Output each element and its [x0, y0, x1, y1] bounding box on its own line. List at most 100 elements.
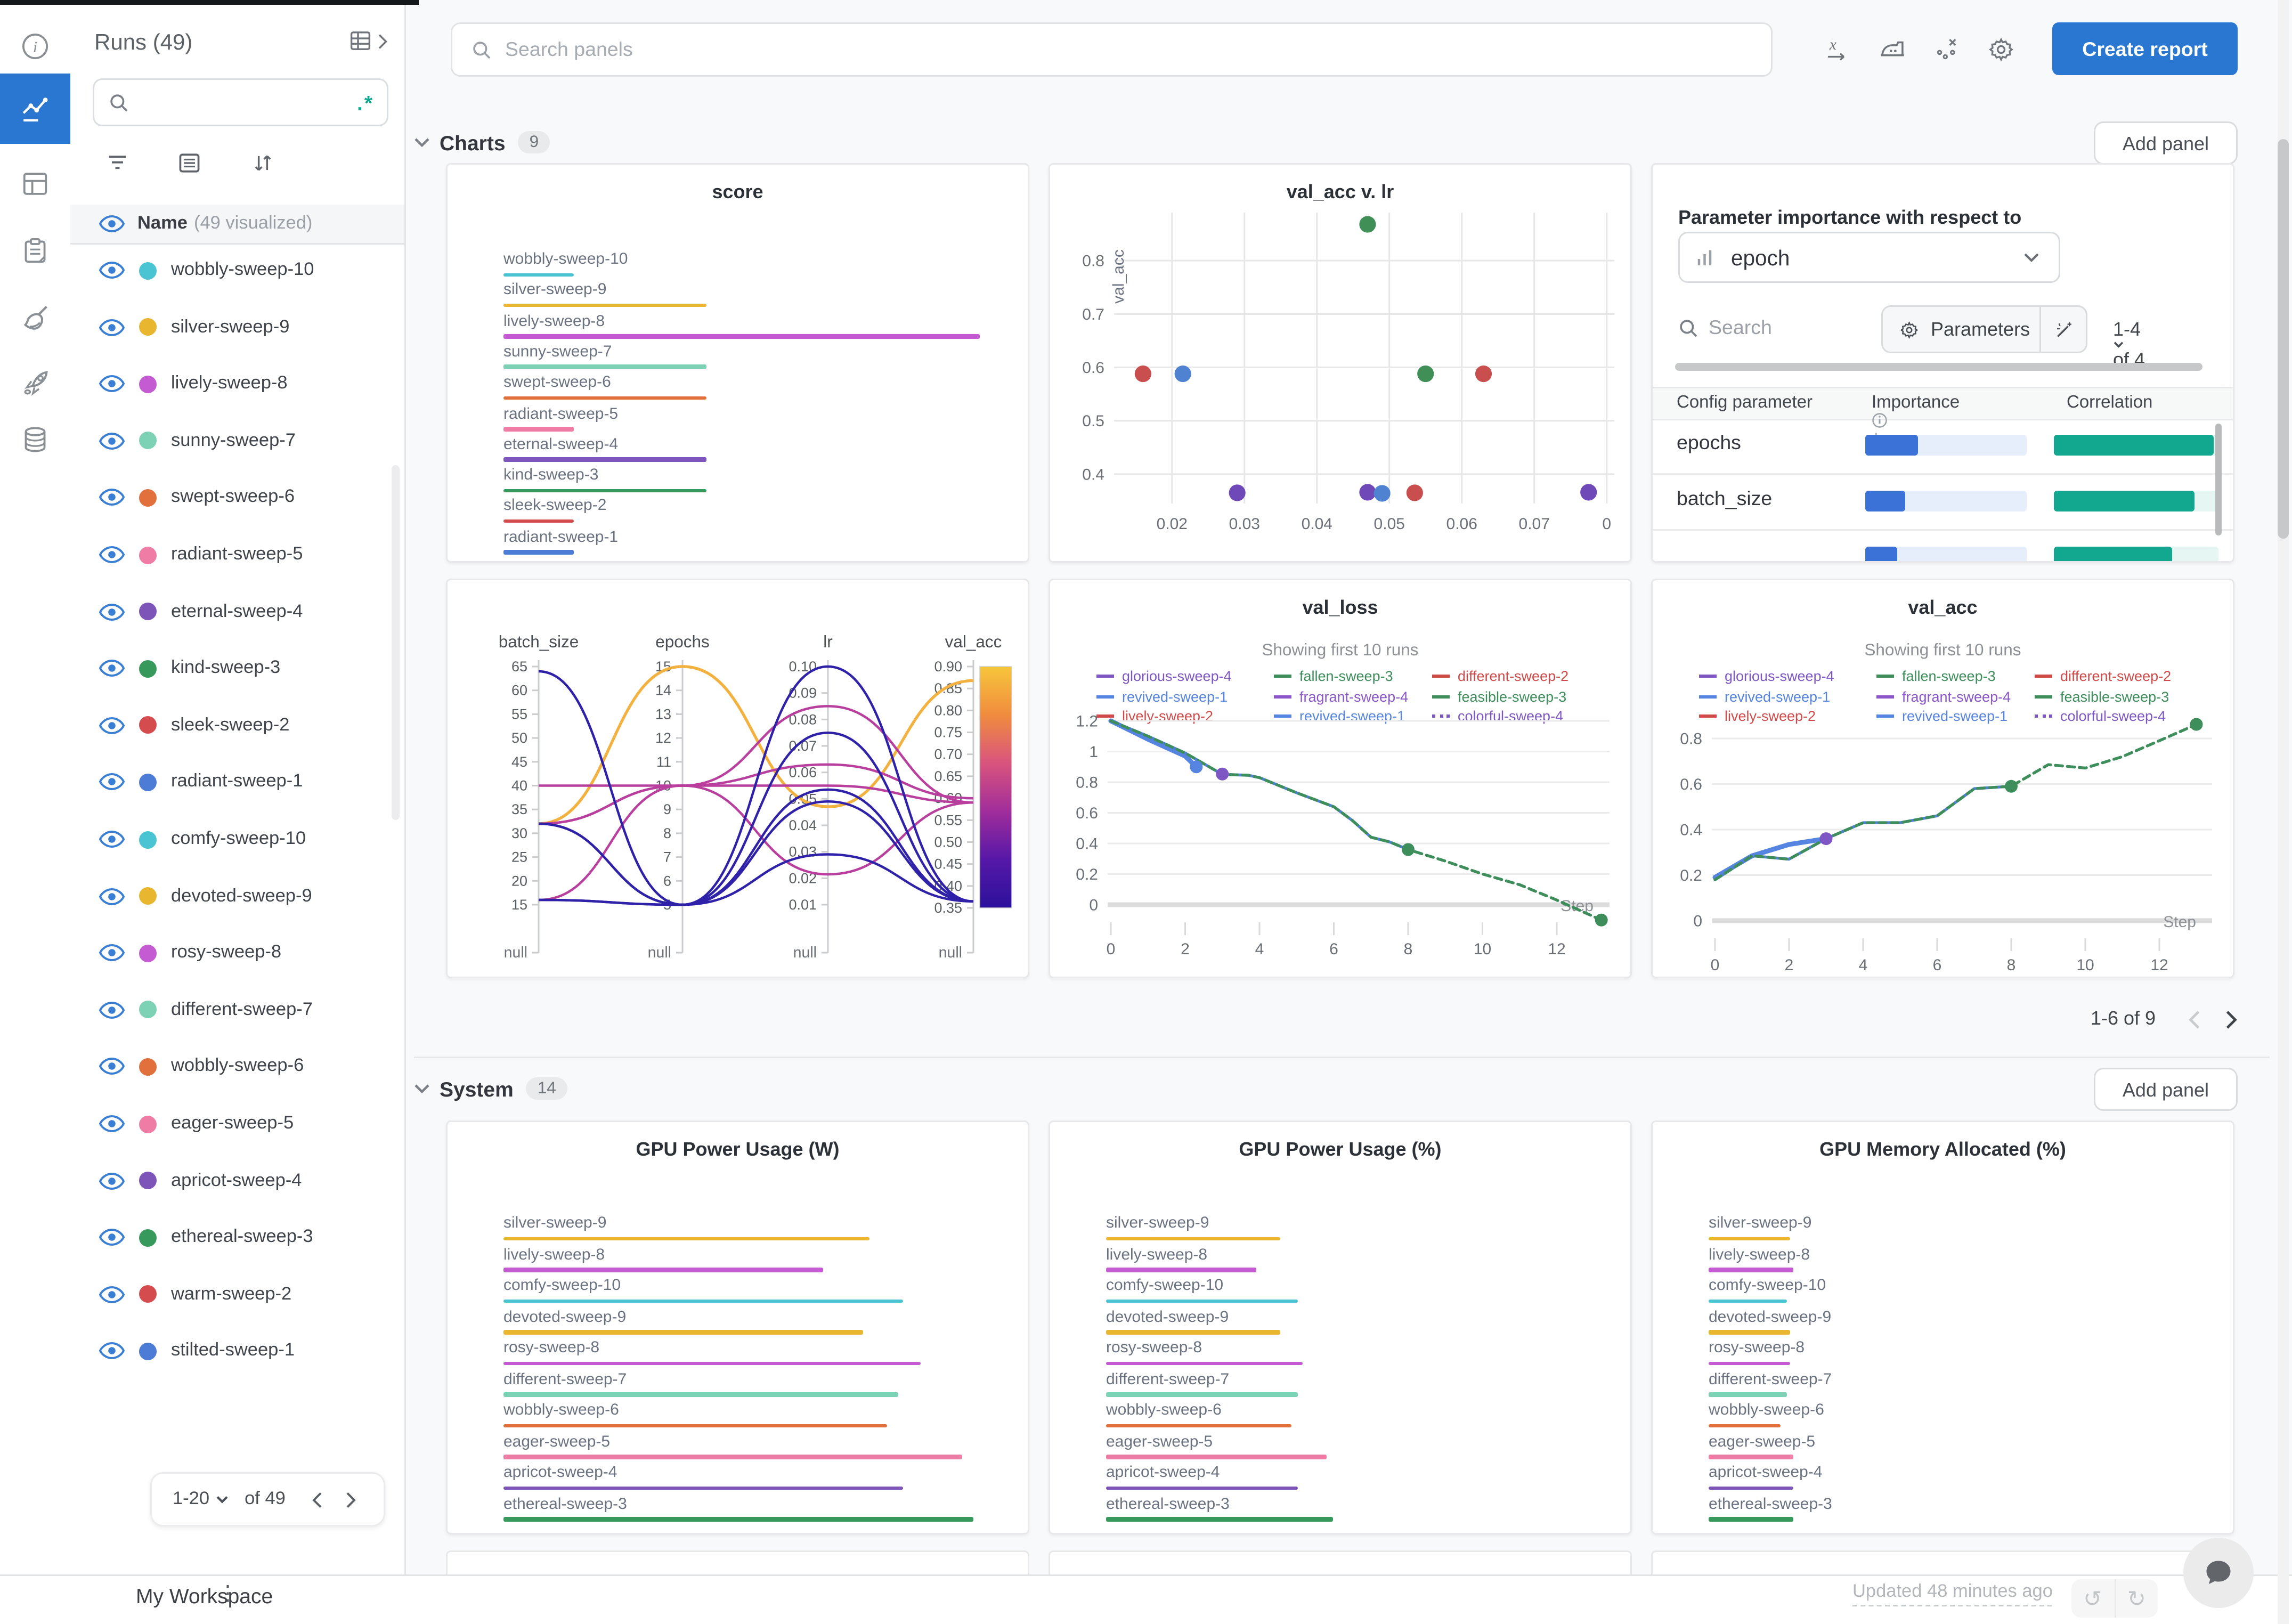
logs-clipboard-icon[interactable]	[0, 224, 70, 278]
run-row[interactable]: eternal-sweep-4	[70, 584, 404, 639]
smoothing-iron-icon[interactable]	[1878, 35, 1907, 64]
visibility-eye-icon[interactable]	[99, 375, 125, 394]
panel-parameter_importance[interactable]: Parameter importance with respect to epoc…	[1651, 163, 2234, 563]
param-hscrollbar[interactable]	[1675, 363, 2202, 371]
launch-rocket-icon[interactable]	[0, 355, 70, 409]
run-row[interactable]: different-sweep-7	[70, 982, 404, 1037]
visibility-eye-icon[interactable]	[99, 1285, 125, 1304]
runs-page-range[interactable]: 1-20	[173, 1490, 210, 1509]
visibility-eye-icon[interactable]	[99, 488, 125, 507]
panel-search-box[interactable]	[451, 22, 1773, 77]
page-scrollbar-thumb[interactable]	[2278, 139, 2289, 539]
visibility-eye-icon[interactable]	[99, 545, 125, 564]
sweeps-brush-icon[interactable]	[0, 289, 70, 344]
visibility-eye-icon[interactable]	[99, 659, 125, 678]
runs-table-icon[interactable]	[0, 157, 70, 211]
visibility-eye-icon[interactable]	[99, 1114, 125, 1133]
col-config-parameter[interactable]: Config parameter	[1677, 393, 1813, 412]
system-section-header[interactable]: System 14	[414, 1068, 567, 1109]
charts-section-header[interactable]: Charts 9	[414, 121, 550, 163]
visibility-eye-icon[interactable]	[99, 1171, 125, 1190]
panel-val_acc_v_lr[interactable]: val_acc v. lr 0.02 0.03 0.04 0.05 0.06 0.07 0 0.…	[1049, 163, 1632, 563]
panel-val_loss[interactable]: val_loss Showing first 10 runs glorious-sw…	[1049, 579, 1632, 978]
visibility-eye-icon[interactable]	[99, 1057, 125, 1076]
run-row[interactable]: comfy-sweep-10	[70, 812, 404, 866]
workspace-charts-tab[interactable]	[0, 74, 70, 144]
visibility-eye-icon[interactable]	[99, 944, 125, 963]
run-row[interactable]: wobbly-sweep-6	[70, 1040, 404, 1094]
chat-bubble-button[interactable]	[2183, 1538, 2254, 1608]
run-row[interactable]: sunny-sweep-7	[70, 413, 404, 468]
run-row[interactable]: warm-sweep-2	[70, 1267, 404, 1321]
run-row[interactable]: eager-sweep-5	[70, 1097, 404, 1151]
visibility-eye-icon[interactable]	[99, 261, 125, 280]
visibility-eye-icon[interactable]	[99, 830, 125, 849]
panel-score[interactable]: score wobbly-sweep-10 silver-sweep-9 lively…	[446, 163, 1029, 563]
run-row[interactable]: wobbly-sweep-10	[70, 243, 404, 297]
run-row[interactable]: kind-sweep-3	[70, 642, 404, 696]
run-row[interactable]: lively-sweep-8	[70, 357, 404, 411]
run-row[interactable]: radiant-sweep-5	[70, 527, 404, 582]
info-icon[interactable]: i	[0, 19, 70, 74]
panel-gpu_power_pct[interactable]: GPU Power Usage (%) silver-sweep-9 lively-…	[1049, 1120, 1632, 1534]
run-row[interactable]: ethereal-sweep-3	[70, 1211, 404, 1265]
visibility-eye-icon[interactable]	[99, 716, 125, 735]
parameters-button[interactable]: Parameters	[1881, 305, 2087, 353]
run-row[interactable]: rosy-sweep-8	[70, 926, 404, 980]
param-vscrollbar-thumb[interactable]	[2215, 424, 2222, 535]
prev-page-icon[interactable]	[311, 1491, 322, 1508]
page-scrollbar[interactable]	[2278, 0, 2289, 1624]
redo-icon[interactable]: ↻	[2114, 1579, 2158, 1618]
run-row[interactable]: silver-sweep-9	[70, 300, 404, 354]
run-row[interactable]: radiant-sweep-1	[70, 755, 404, 809]
sort-icon[interactable]	[251, 152, 275, 174]
artifacts-database-icon[interactable]	[0, 412, 70, 467]
panel-val_acc[interactable]: val_acc Showing first 10 runs glorious-swe…	[1651, 579, 2234, 978]
col-correlation[interactable]: Correlation	[2067, 393, 2153, 412]
run-row[interactable]: devoted-sweep-9	[70, 869, 404, 923]
charts-next-icon[interactable]	[2225, 1010, 2238, 1029]
visibility-eye-icon[interactable]	[99, 1000, 125, 1019]
visibility-eye-icon[interactable]	[99, 887, 125, 906]
param-row[interactable]: epochs	[1653, 417, 2233, 475]
visibility-eye-icon[interactable]	[99, 1228, 125, 1247]
settings-gear-icon[interactable]	[1987, 35, 2015, 64]
panel-search-input[interactable]	[505, 38, 1771, 61]
expand-table-icon[interactable]	[348, 29, 388, 53]
param-row[interactable]	[1653, 529, 2233, 561]
magic-wand-icon[interactable]	[2039, 307, 2086, 352]
x-axis-settings-icon[interactable]: x	[1824, 35, 1852, 64]
metric-dropdown[interactable]: epoch	[1678, 232, 2060, 283]
regex-toggle-icon[interactable]: .*	[356, 90, 374, 115]
panel-gpu_power_w[interactable]: GPU Power Usage (W) silver-sweep-9 lively-…	[446, 1120, 1029, 1534]
panel-parallel_coordinates[interactable]: batch_size 65 60 55 50 45 40 35 30 25 20 15 null epoc…	[446, 579, 1029, 978]
run-row[interactable]: sleek-sweep-2	[70, 698, 404, 752]
visibility-eye-icon[interactable]	[99, 1342, 125, 1361]
visibility-eye-icon[interactable]	[99, 431, 125, 450]
search-icon[interactable]	[1678, 318, 1699, 339]
visibility-eye-icon[interactable]	[99, 318, 125, 337]
runs-search-input[interactable]	[141, 91, 357, 113]
create-report-button[interactable]: Create report	[2052, 22, 2238, 75]
visibility-eye-icon[interactable]	[99, 602, 125, 621]
panel-gpu_mem_pct[interactable]: GPU Memory Allocated (%) silver-sweep-9 li…	[1651, 1120, 2234, 1534]
workspace-name[interactable]: My Workspace	[136, 1584, 273, 1608]
visibility-eye-icon[interactable]	[99, 773, 125, 792]
runs-name-header[interactable]: Name (49 visualized)	[70, 205, 404, 245]
run-row[interactable]: apricot-sweep-4	[70, 1154, 404, 1208]
workspace-menu-icon[interactable]: ⋮	[217, 1581, 238, 1605]
sidebar-scrollbar-thumb[interactable]	[392, 465, 400, 820]
run-row[interactable]: swept-sweep-6	[70, 470, 404, 525]
filter-icon[interactable]	[105, 152, 129, 174]
param-row[interactable]: batch_size	[1653, 473, 2233, 531]
runs-search-box[interactable]: .*	[93, 78, 388, 126]
next-page-icon[interactable]	[345, 1491, 356, 1508]
group-list-icon[interactable]	[177, 152, 201, 174]
system-add-panel-button[interactable]: Add panel	[2094, 1068, 2238, 1111]
outliers-icon[interactable]	[1932, 35, 1961, 64]
run-row[interactable]: stilted-sweep-1	[70, 1324, 404, 1378]
charts-add-panel-button[interactable]: Add panel	[2094, 121, 2238, 165]
undo-icon[interactable]: ↺	[2083, 1585, 2102, 1611]
param-search-placeholder[interactable]: Search	[1709, 316, 1772, 339]
charts-prev-icon[interactable]	[2188, 1010, 2201, 1029]
